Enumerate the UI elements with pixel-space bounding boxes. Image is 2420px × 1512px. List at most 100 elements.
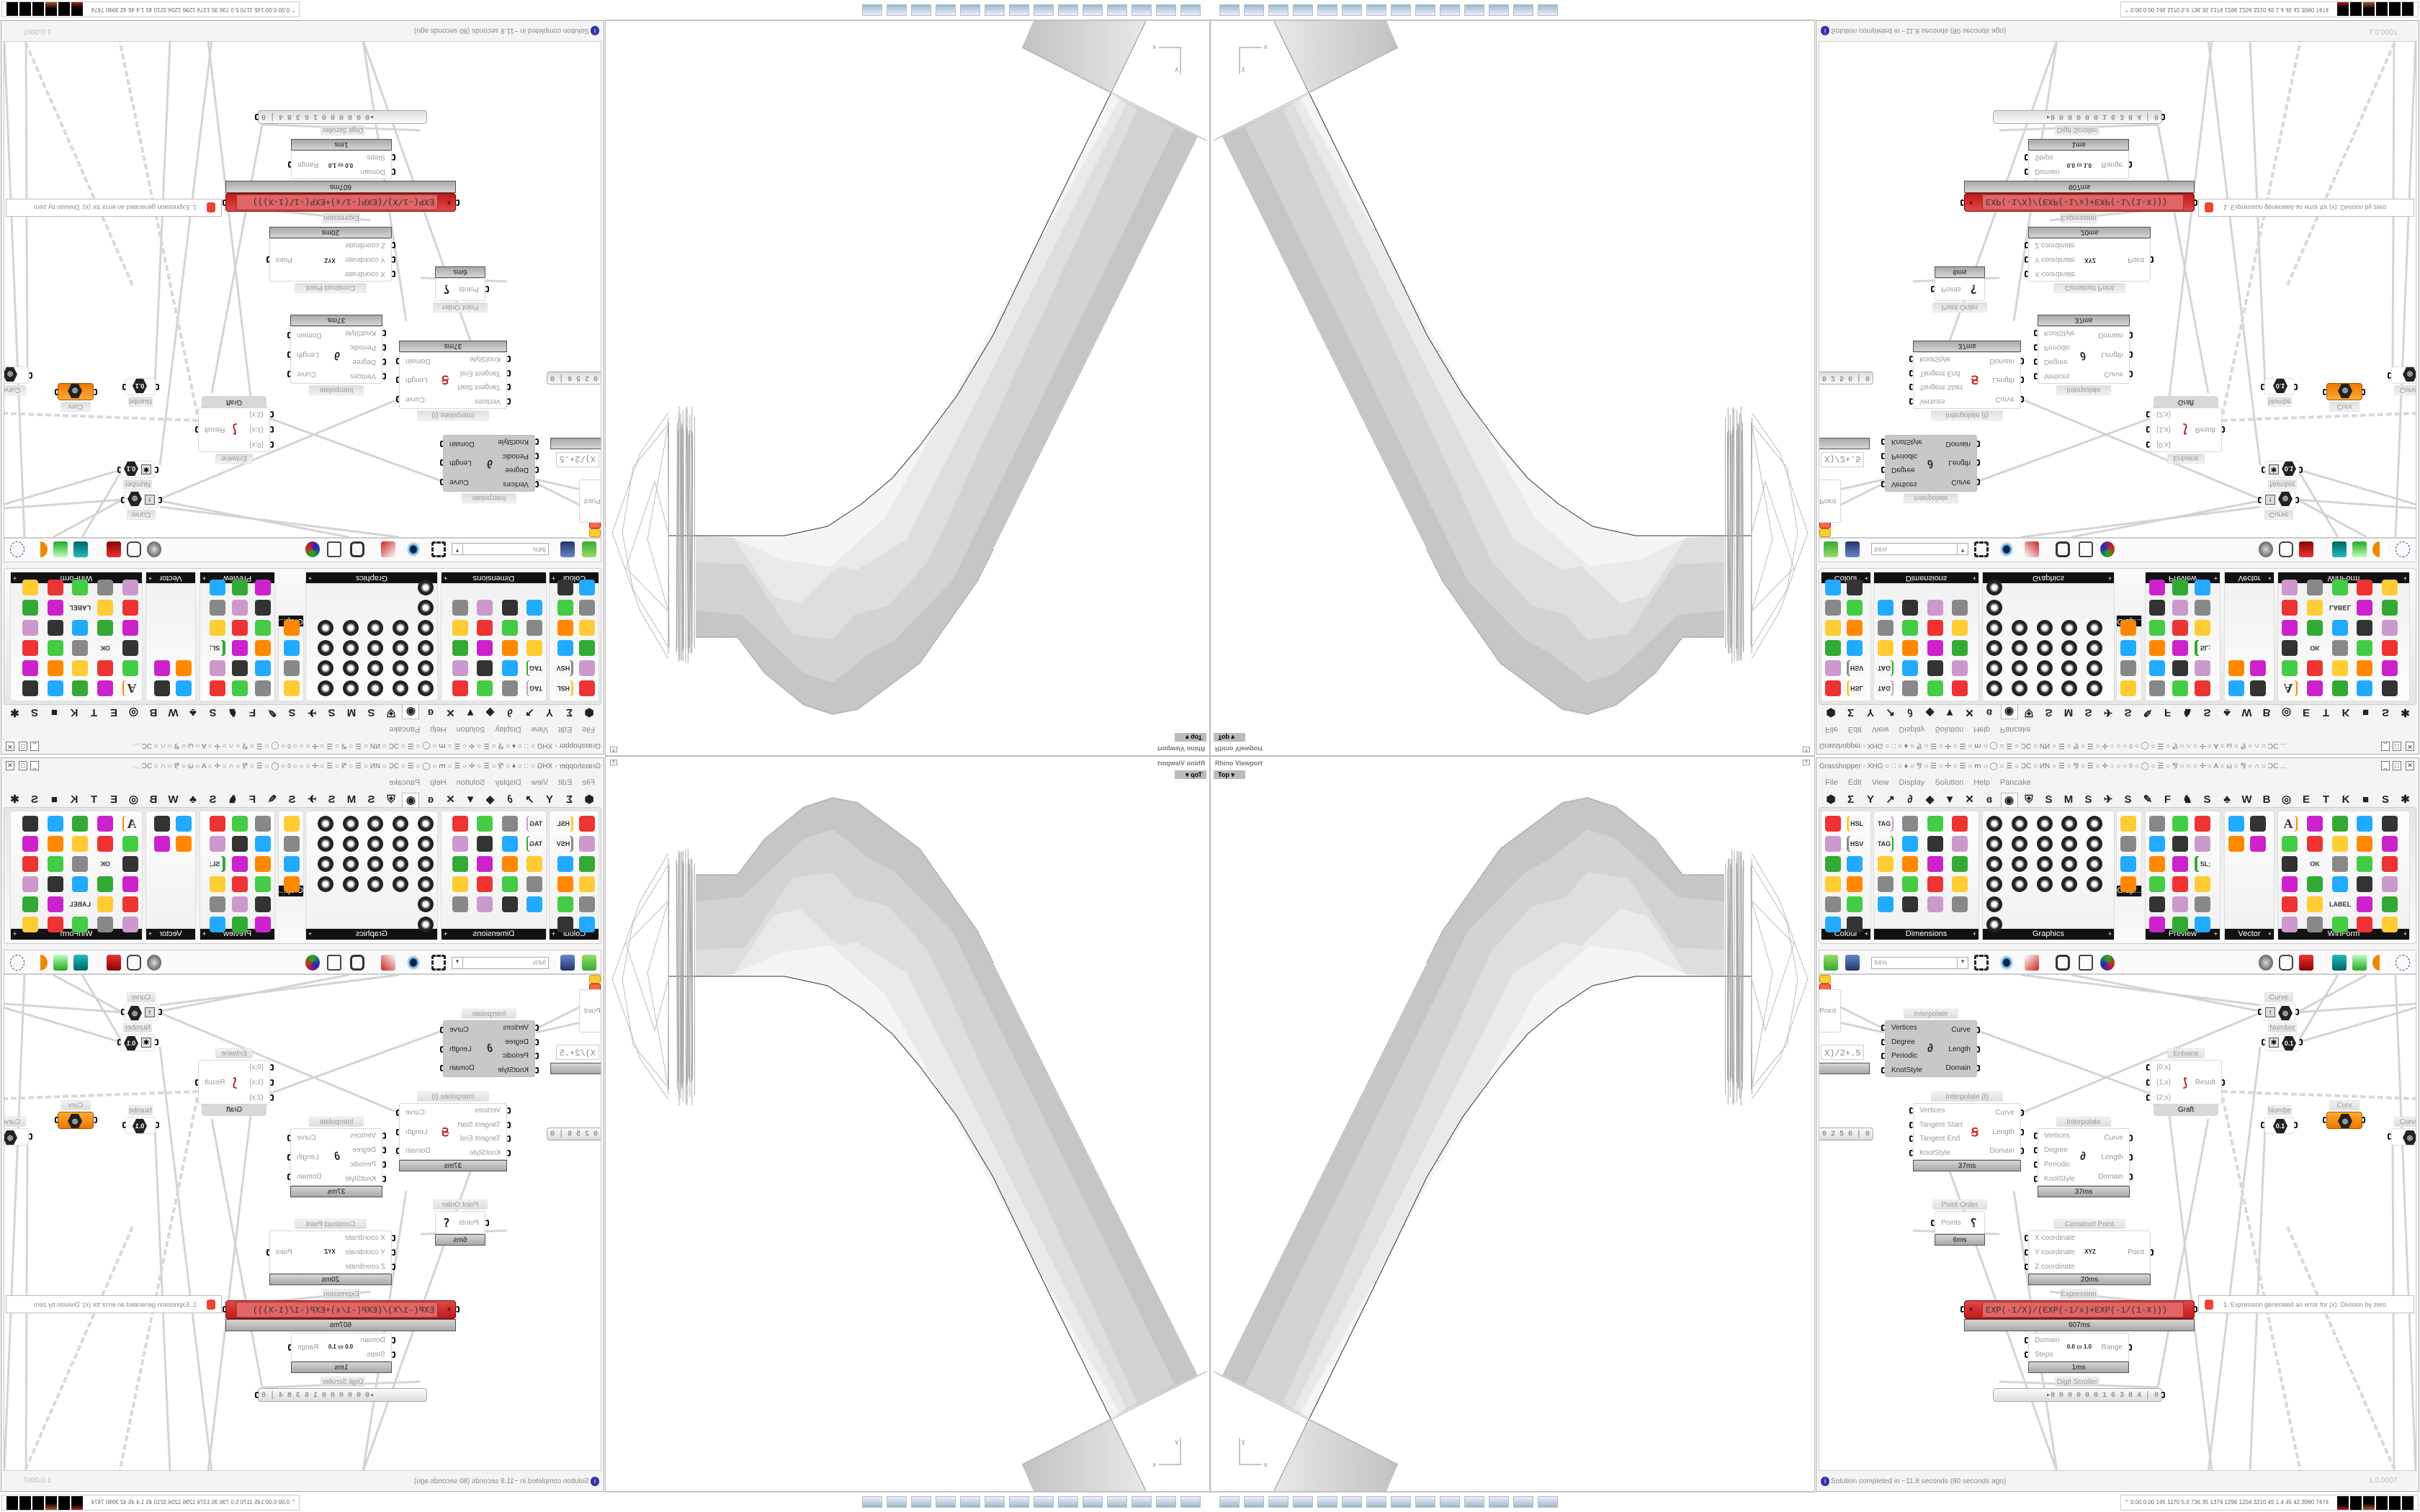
ribbon-tool-icon[interactable] bbox=[452, 640, 469, 656]
input-param[interactable]: Z coordinate bbox=[2035, 241, 2075, 249]
blender-icon[interactable] bbox=[1131, 4, 1152, 16]
ribbon-tool-icon[interactable] bbox=[2087, 640, 2103, 656]
curve-b-param[interactable]: ◎ bbox=[2391, 1128, 2416, 1146]
ribbon-tool-icon[interactable] bbox=[2011, 660, 2027, 676]
ribbon-tool-icon[interactable] bbox=[1878, 600, 1894, 616]
component-tab[interactable]: ✎ bbox=[2143, 706, 2153, 719]
ribbon-tool-icon[interactable] bbox=[2036, 836, 2053, 852]
preview-wire-icon[interactable] bbox=[147, 955, 161, 971]
input-param[interactable]: Tangent End bbox=[460, 369, 501, 377]
menu-display[interactable]: Display bbox=[495, 778, 521, 787]
ribbon-tool-icon[interactable] bbox=[2306, 896, 2323, 912]
input-grip[interactable] bbox=[155, 1039, 158, 1045]
ribbon-tool-icon[interactable] bbox=[2306, 600, 2323, 616]
bake-icon[interactable] bbox=[2079, 955, 2093, 971]
ribbon-tool-icon[interactable] bbox=[2149, 876, 2165, 892]
input-param[interactable]: Degree bbox=[2044, 358, 2068, 366]
ribbon-tool-icon[interactable] bbox=[176, 680, 192, 696]
input-param[interactable]: Degree bbox=[1891, 1038, 1915, 1046]
output-grip[interactable] bbox=[2221, 1079, 2225, 1086]
ribbon-tool-icon[interactable] bbox=[557, 917, 573, 932]
ribbon-tool-icon[interactable] bbox=[72, 660, 89, 676]
point-order-component[interactable]: Points ⸮ bbox=[435, 278, 485, 301]
zoom-dropdown[interactable]: 94% bbox=[1871, 543, 1968, 555]
ribbon-tool-icon[interactable] bbox=[22, 816, 38, 832]
ribbon-panel-label[interactable]: Graphics bbox=[306, 929, 437, 940]
input-grip[interactable] bbox=[1881, 1038, 1885, 1045]
ribbon-tool-icon[interactable] bbox=[122, 640, 138, 656]
ribbon-tool-icon[interactable] bbox=[1986, 917, 2002, 932]
ribbon-tool-icon[interactable] bbox=[1927, 640, 1943, 656]
input-param[interactable]: Domain bbox=[360, 168, 385, 176]
ribbon-tool-icon[interactable] bbox=[501, 816, 518, 832]
ribbon-tool-icon[interactable] bbox=[579, 640, 595, 656]
output-param[interactable]: Length bbox=[2101, 351, 2123, 359]
output-grip[interactable] bbox=[2362, 389, 2365, 395]
ribbon-tool-icon[interactable] bbox=[1825, 836, 1841, 852]
pin-icon[interactable]: ↑ bbox=[2265, 495, 2275, 505]
input-grip[interactable] bbox=[1909, 1135, 1913, 1143]
floppy-64-icon[interactable] bbox=[1415, 1496, 1435, 1508]
point-component-partial[interactable]: Point bbox=[1819, 480, 1841, 523]
printer-icon[interactable] bbox=[1513, 1496, 1533, 1508]
input-param[interactable]: {0;x} bbox=[2156, 440, 2172, 449]
input-param[interactable]: Points bbox=[459, 285, 479, 293]
graph-icon[interactable] bbox=[2100, 955, 2115, 971]
ribbon-tool-icon[interactable] bbox=[2306, 836, 2323, 852]
window-icon[interactable] bbox=[1391, 4, 1411, 16]
component-tab[interactable]: Σ bbox=[566, 706, 573, 719]
component-tab[interactable]: ✈ bbox=[307, 706, 317, 719]
component-tab[interactable]: ■ bbox=[2362, 793, 2370, 806]
ribbon-tool-icon[interactable] bbox=[284, 620, 300, 636]
input-grip[interactable] bbox=[2025, 1351, 2028, 1358]
ribbon-tool-icon[interactable] bbox=[1847, 876, 1863, 892]
preview-selected-icon[interactable] bbox=[107, 955, 121, 971]
ribbon-tool-icon[interactable] bbox=[47, 856, 63, 872]
input-grip[interactable] bbox=[2034, 1161, 2038, 1168]
ribbon-tool-label-icon[interactable]: TAG bbox=[528, 680, 544, 696]
ribbon-tool-icon[interactable] bbox=[22, 660, 38, 676]
ribbon-tool-icon[interactable] bbox=[342, 876, 359, 892]
ribbon-tool-icon[interactable] bbox=[452, 836, 469, 852]
input-grip[interactable] bbox=[382, 1133, 386, 1139]
minimize-button[interactable]: _ bbox=[2381, 761, 2390, 770]
firefox-icon[interactable] bbox=[1156, 4, 1176, 16]
output-param[interactable]: Curve bbox=[405, 1109, 425, 1117]
minimize-button[interactable]: _ bbox=[30, 761, 39, 770]
entwine-component[interactable]: {0;x} {1;x} {2;x} Result ⟆ bbox=[2150, 408, 2222, 452]
component-tab[interactable]: ♣ bbox=[2223, 706, 2231, 719]
input-param[interactable]: X coordinate bbox=[2035, 1234, 2076, 1242]
ribbon-tool-icon[interactable] bbox=[477, 856, 493, 872]
ribbon-tool-icon[interactable] bbox=[176, 816, 192, 832]
interpolate-b-component[interactable]: Vertices Degree Periodic KnotStyle Curve Leng… bbox=[2038, 326, 2130, 384]
input-param[interactable]: Periodic bbox=[502, 451, 529, 460]
sketch-icon[interactable] bbox=[381, 955, 395, 971]
component-tab[interactable]: ◎ bbox=[2281, 793, 2292, 806]
interpolate-b-component[interactable]: Vertices Degree Periodic KnotStyle Curve Leng… bbox=[2038, 1128, 2130, 1186]
ribbon-tool-icon[interactable] bbox=[501, 856, 518, 872]
output-grip[interactable] bbox=[2295, 497, 2299, 503]
component-tab[interactable]: ✕ bbox=[446, 793, 455, 806]
input-grip[interactable] bbox=[2025, 1337, 2028, 1344]
ribbon-tool-icon[interactable] bbox=[209, 816, 225, 832]
output-param[interactable]: Length bbox=[297, 351, 319, 359]
ribbon-tool-icon[interactable] bbox=[1986, 876, 2002, 892]
component-tab[interactable]: W bbox=[2241, 706, 2252, 719]
ribbon-tool-icon[interactable] bbox=[2172, 856, 2188, 872]
component-tab[interactable]: S bbox=[209, 793, 217, 806]
ribbon-tool-icon[interactable] bbox=[2228, 660, 2244, 676]
ribbon-tool-icon[interactable] bbox=[2228, 680, 2244, 696]
component-tab[interactable]: ↗ bbox=[1886, 793, 1895, 806]
open-file-icon[interactable] bbox=[1824, 541, 1838, 557]
output-param[interactable]: Curve bbox=[297, 1134, 316, 1143]
ribbon-tool-icon[interactable] bbox=[1986, 856, 2002, 872]
pin-icon[interactable]: ↑ bbox=[2265, 1007, 2275, 1017]
component-tab[interactable]: S bbox=[2203, 793, 2211, 806]
input-param[interactable]: {1;x} bbox=[2156, 1079, 2172, 1086]
ribbon-tool-icon[interactable] bbox=[2382, 896, 2398, 912]
ribbon-tool-icon[interactable] bbox=[1902, 680, 1919, 696]
ribbon-tool-label-icon[interactable]: A bbox=[124, 680, 140, 696]
